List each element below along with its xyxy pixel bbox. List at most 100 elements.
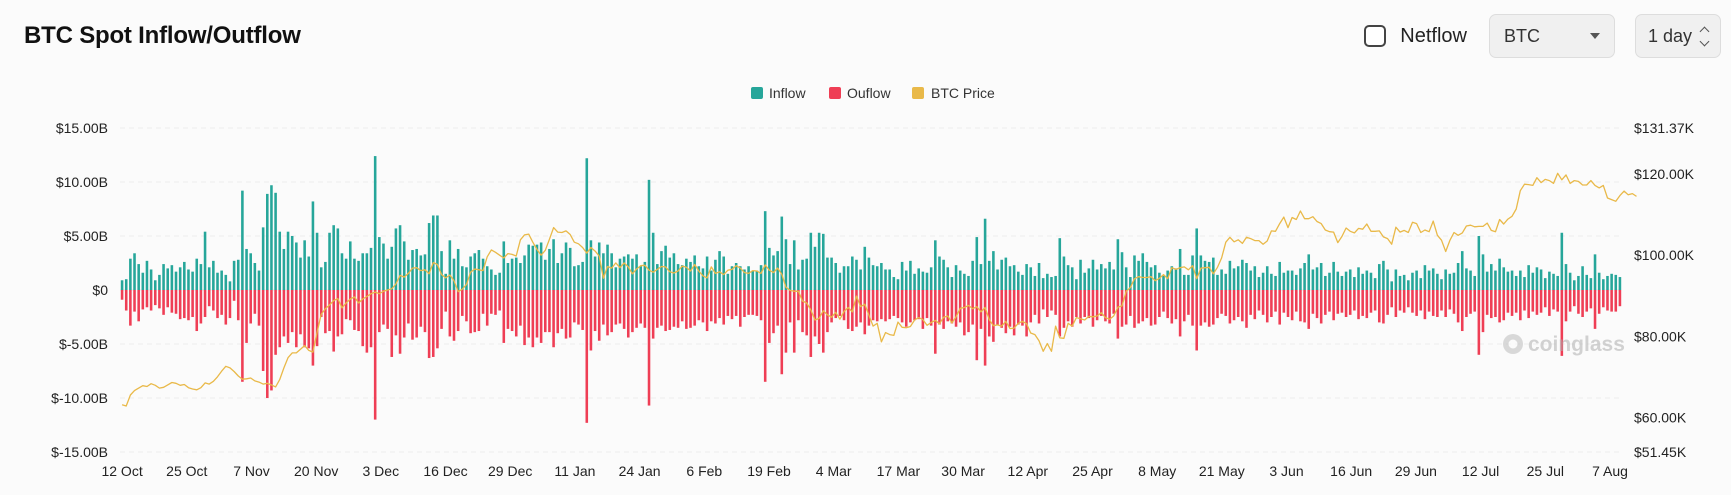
outflow-bar[interactable] <box>1456 290 1460 323</box>
inflow-bar[interactable] <box>680 265 684 290</box>
outflow-bar[interactable] <box>1444 290 1447 317</box>
outflow-bar[interactable] <box>568 290 572 338</box>
outflow-bar[interactable] <box>535 290 539 338</box>
inflow-bar[interactable] <box>784 239 788 290</box>
inflow-bar[interactable] <box>1539 269 1543 290</box>
outflow-bar[interactable] <box>1324 290 1327 315</box>
outflow-bar[interactable] <box>552 290 555 348</box>
outflow-bar[interactable] <box>875 290 879 322</box>
outflow-bar[interactable] <box>1278 290 1281 325</box>
outflow-bar[interactable] <box>1025 290 1028 337</box>
outflow-bar[interactable] <box>315 290 319 347</box>
outflow-bar[interactable] <box>1046 290 1049 317</box>
inflow-bar[interactable] <box>527 244 530 290</box>
outflow-bar[interactable] <box>1029 290 1033 323</box>
inflow-bar[interactable] <box>232 260 236 290</box>
outflow-bar[interactable] <box>523 290 526 346</box>
outflow-bar[interactable] <box>137 290 140 322</box>
outflow-bar[interactable] <box>241 290 244 382</box>
outflow-bar[interactable] <box>1191 290 1194 326</box>
outflow-bar[interactable] <box>626 290 630 338</box>
inflow-bar[interactable] <box>1394 269 1398 290</box>
outflow-bar[interactable] <box>1490 290 1493 319</box>
inflow-bar[interactable] <box>1041 278 1045 290</box>
inflow-bar[interactable] <box>776 251 779 290</box>
inflow-bar[interactable] <box>1419 278 1423 290</box>
outflow-bar[interactable] <box>1531 290 1535 312</box>
outflow-bar[interactable] <box>1295 290 1298 312</box>
outflow-bar[interactable] <box>573 290 576 323</box>
outflow-bar[interactable] <box>730 290 734 320</box>
inflow-bar[interactable] <box>129 258 132 290</box>
outflow-bar[interactable] <box>1017 290 1020 325</box>
outflow-bar[interactable] <box>274 290 277 355</box>
outflow-bar[interactable] <box>1548 290 1551 316</box>
outflow-bar[interactable] <box>909 290 912 323</box>
inflow-bar[interactable] <box>942 259 945 290</box>
outflow-bar[interactable] <box>726 290 730 316</box>
outflow-bar[interactable] <box>838 290 842 316</box>
outflow-bar[interactable] <box>415 290 418 338</box>
inflow-bar[interactable] <box>743 269 746 290</box>
outflow-bar[interactable] <box>892 290 896 316</box>
inflow-bar[interactable] <box>1286 270 1290 290</box>
inflow-bar[interactable] <box>660 251 663 290</box>
inflow-bar[interactable] <box>1348 269 1352 290</box>
inflow-bar[interactable] <box>917 268 920 290</box>
outflow-bar[interactable] <box>1261 290 1265 315</box>
inflow-bar[interactable] <box>1021 274 1024 290</box>
inflow-bar[interactable] <box>851 256 854 290</box>
inflow-bar[interactable] <box>826 257 829 290</box>
outflow-bar[interactable] <box>1236 290 1240 317</box>
outflow-bar[interactable] <box>668 290 672 330</box>
inflow-bar[interactable] <box>1062 256 1066 290</box>
outflow-bar[interactable] <box>162 290 165 315</box>
inflow-bar[interactable] <box>1008 266 1012 290</box>
inflow-bar[interactable] <box>461 266 464 290</box>
outflow-bar[interactable] <box>1282 290 1286 313</box>
inflow-bar[interactable] <box>1606 275 1609 290</box>
outflow-bar[interactable] <box>610 290 613 333</box>
inflow-bar[interactable] <box>1158 272 1161 290</box>
inflow-bar[interactable] <box>556 263 560 290</box>
inflow-bar[interactable] <box>419 255 423 290</box>
outflow-bar[interactable] <box>1585 290 1589 312</box>
inflow-bar[interactable] <box>1120 252 1124 290</box>
inflow-bar[interactable] <box>635 254 638 290</box>
inflow-bar[interactable] <box>1050 277 1053 290</box>
inflow-bar[interactable] <box>431 215 435 290</box>
outflow-bar[interactable] <box>722 290 725 325</box>
outflow-bar[interactable] <box>676 290 680 328</box>
outflow-bar[interactable] <box>1510 290 1514 316</box>
outflow-bar[interactable] <box>452 290 456 341</box>
outflow-bar[interactable] <box>212 290 215 311</box>
inflow-bar[interactable] <box>622 256 626 290</box>
outflow-bar[interactable] <box>1195 290 1198 351</box>
outflow-bar[interactable] <box>809 290 813 357</box>
legend-label-outflow[interactable]: Ouflow <box>847 85 891 101</box>
outflow-bar[interactable] <box>992 290 995 342</box>
outflow-bar[interactable] <box>187 290 190 321</box>
outflow-bar[interactable] <box>1440 290 1443 311</box>
outflow-bar[interactable] <box>867 290 871 326</box>
outflow-bar[interactable] <box>216 290 219 319</box>
outflow-bar[interactable] <box>382 290 385 325</box>
outflow-bar[interactable] <box>581 290 584 330</box>
outflow-bar[interactable] <box>614 290 618 325</box>
inflow-bar[interactable] <box>1025 264 1028 290</box>
outflow-bar[interactable] <box>282 290 286 337</box>
outflow-bar[interactable] <box>485 290 489 326</box>
outflow-bar[interactable] <box>461 290 464 316</box>
inflow-bar[interactable] <box>394 228 398 290</box>
inflow-bar[interactable] <box>485 266 489 290</box>
inflow-bar[interactable] <box>929 267 933 290</box>
inflow-bar[interactable] <box>992 251 995 290</box>
inflow-bar[interactable] <box>909 260 912 290</box>
outflow-bar[interactable] <box>158 290 161 309</box>
inflow-bar[interactable] <box>299 257 302 290</box>
outflow-bar[interactable] <box>1083 290 1086 317</box>
btc-price-line[interactable] <box>121 172 1637 407</box>
inflow-bar[interactable] <box>643 261 647 290</box>
outflow-bar[interactable] <box>1357 290 1360 320</box>
inflow-bar[interactable] <box>1402 274 1406 290</box>
